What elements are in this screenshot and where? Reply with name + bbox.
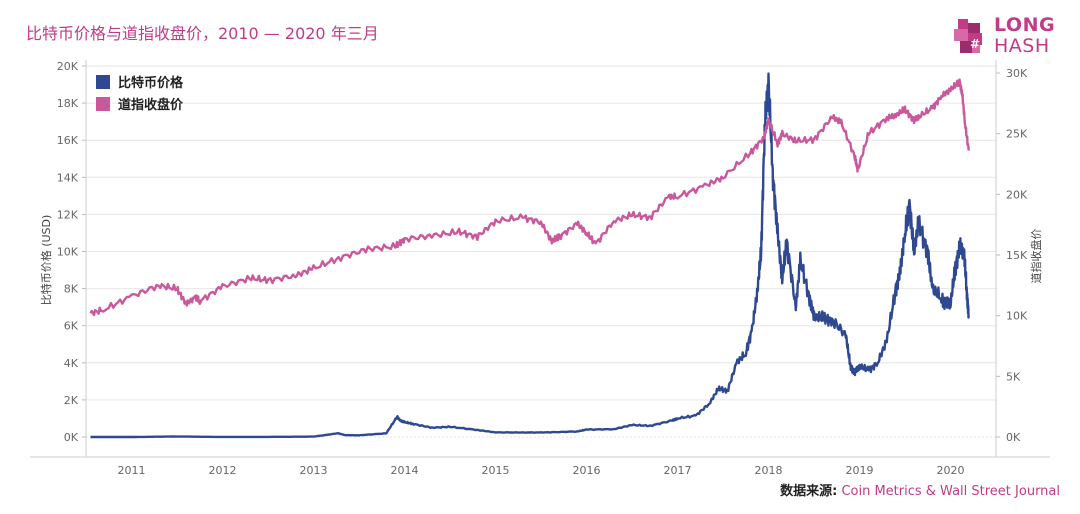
longhash-logo: # LONG HASH <box>952 14 1062 60</box>
cube-logo-icon: # <box>954 19 982 53</box>
series-layer <box>89 72 970 439</box>
legend-label-btc: 比特币价格 <box>118 75 184 91</box>
y2-tick-label: 30K <box>1006 67 1028 80</box>
y-tick-label: 18K <box>57 97 79 110</box>
legend-swatch-btc <box>96 75 110 89</box>
y-tick-label: 6K <box>64 320 79 333</box>
y-tick-label: 4K <box>64 357 79 370</box>
btc-price-line <box>90 72 970 439</box>
y-tick-label: 20K <box>57 60 79 73</box>
axes-layer: 0K 2K 4K 6K 8K 10K 12K 14K 16K 18K 20K 0K 5K 10K 15K 20… <box>30 60 1050 477</box>
y2-tick-label: 20K <box>1006 188 1028 201</box>
y2-tick-label: 0K <box>1006 431 1021 444</box>
y-tick-label: 16K <box>57 134 79 147</box>
y2-axis-label: 道指收盘价 <box>1029 229 1043 284</box>
x-tick-label: 2012 <box>209 464 237 477</box>
source-name: Coin Metrics & Wall Street Journal <box>841 484 1060 499</box>
y2-tick-label: 15K <box>1006 249 1028 262</box>
x-tick-label: 2015 <box>482 464 510 477</box>
logo-word-long: LONG <box>994 14 1056 36</box>
dow-close-line <box>89 78 970 317</box>
y2-tick-label: 10K <box>1006 310 1028 323</box>
source-label: 数据来源: <box>780 484 838 499</box>
logo-word-hash: HASH <box>994 35 1050 57</box>
x-tick-label: 2013 <box>300 464 328 477</box>
chart-title: 比特币价格与道指收盘价，2010 — 2020 年三月 <box>26 24 379 43</box>
y-tick-label: 10K <box>57 246 79 259</box>
grid-layer <box>86 65 996 438</box>
y2-tick-label: 25K <box>1006 128 1028 141</box>
x-tick-label: 2016 <box>573 464 601 477</box>
legend-swatch-dow <box>96 97 110 111</box>
x-tick-label: 2011 <box>118 464 146 477</box>
y-tick-label: 14K <box>57 171 79 184</box>
y-tick-label: 8K <box>64 283 79 296</box>
y2-tick-label: 5K <box>1006 370 1021 383</box>
svg-text:#: # <box>970 37 980 51</box>
x-tick-label: 2020 <box>937 464 965 477</box>
x-tick-label: 2017 <box>664 464 692 477</box>
source-note: 数据来源: Coin Metrics & Wall Street Journal <box>780 480 1060 499</box>
y-tick-label: 12K <box>57 208 79 221</box>
x-tick-label: 2014 <box>391 464 419 477</box>
y-tick-label: 2K <box>64 394 79 407</box>
x-tick-label: 2019 <box>846 464 874 477</box>
y-axis-label: 比特币价格 (USD) <box>39 215 53 306</box>
legend-label-dow: 道指收盘价 <box>118 97 184 113</box>
y-tick-label: 0K <box>64 431 79 444</box>
x-tick-label: 2018 <box>755 464 783 477</box>
